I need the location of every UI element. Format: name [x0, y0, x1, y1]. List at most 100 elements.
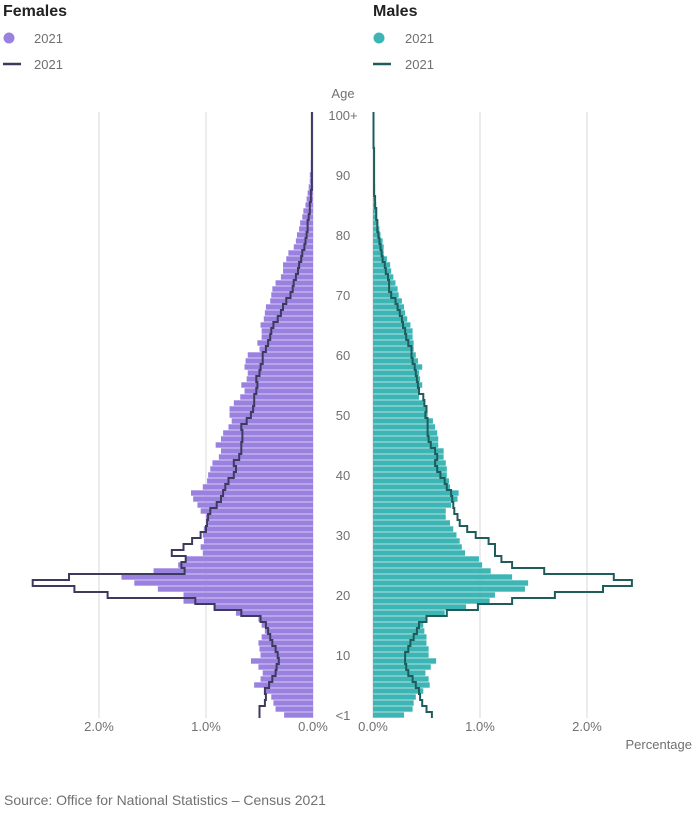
male-bar[interactable] — [373, 700, 414, 706]
female-bar[interactable] — [215, 442, 313, 448]
male-bar[interactable] — [373, 358, 418, 364]
male-bar[interactable] — [373, 496, 458, 502]
male-bar[interactable] — [373, 580, 529, 586]
male-bar[interactable] — [373, 586, 525, 592]
female-bar[interactable] — [208, 472, 313, 478]
male-bar[interactable] — [373, 352, 416, 358]
male-bar[interactable] — [373, 526, 454, 532]
male-bar[interactable] — [373, 490, 459, 496]
female-bar[interactable] — [200, 508, 313, 514]
male-bar[interactable] — [373, 256, 387, 262]
male-bar[interactable] — [373, 460, 446, 466]
females-bar-legend-marker[interactable] — [3, 32, 15, 44]
female-bar[interactable] — [247, 370, 313, 376]
female-bar[interactable] — [250, 658, 313, 664]
male-bar[interactable] — [373, 670, 426, 676]
male-bar[interactable] — [373, 640, 427, 646]
female-bar[interactable] — [296, 232, 313, 238]
male-bar[interactable] — [373, 280, 396, 286]
male-bar[interactable] — [373, 298, 402, 304]
female-bar[interactable] — [244, 364, 313, 370]
male-bar[interactable] — [373, 412, 428, 418]
male-bar[interactable] — [373, 400, 425, 406]
male-bar[interactable] — [373, 286, 398, 292]
female-bar[interactable] — [258, 664, 313, 670]
male-bar[interactable] — [373, 214, 378, 220]
female-bar[interactable] — [121, 574, 313, 580]
female-bar[interactable] — [284, 712, 313, 718]
male-bar[interactable] — [373, 364, 423, 370]
male-bar[interactable] — [373, 562, 483, 568]
female-bar[interactable] — [306, 196, 313, 202]
male-bar[interactable] — [373, 292, 399, 298]
female-bar[interactable] — [261, 634, 313, 640]
male-bar[interactable] — [373, 244, 384, 250]
female-bar[interactable] — [220, 436, 313, 442]
female-bar[interactable] — [264, 310, 313, 316]
female-bar[interactable] — [261, 334, 313, 340]
female-bar[interactable] — [223, 430, 313, 436]
male-bar[interactable] — [373, 394, 420, 400]
male-bar[interactable] — [373, 220, 379, 226]
female-bar[interactable] — [258, 640, 313, 646]
male-bar[interactable] — [373, 550, 466, 556]
male-bar[interactable] — [373, 544, 462, 550]
male-bar[interactable] — [373, 454, 444, 460]
female-bar[interactable] — [262, 670, 313, 676]
male-bar[interactable] — [373, 622, 424, 628]
female-bar[interactable] — [288, 250, 313, 256]
male-bar[interactable] — [373, 424, 436, 430]
male-bar[interactable] — [373, 238, 383, 244]
female-bar[interactable] — [185, 556, 313, 562]
female-bar[interactable] — [254, 682, 313, 688]
females-bar-legend-label[interactable]: 2021 — [34, 31, 63, 46]
males-bar-legend-marker[interactable] — [373, 32, 385, 44]
male-bar[interactable] — [373, 712, 405, 718]
male-bar[interactable] — [373, 676, 429, 682]
male-bar[interactable] — [373, 328, 413, 334]
male-bar[interactable] — [373, 340, 414, 346]
male-bar[interactable] — [373, 514, 446, 520]
male-bar[interactable] — [373, 370, 420, 376]
female-bar[interactable] — [303, 208, 313, 214]
female-bar[interactable] — [212, 460, 313, 466]
female-bar[interactable] — [203, 538, 313, 544]
female-bar[interactable] — [213, 604, 313, 610]
female-bar[interactable] — [202, 532, 313, 538]
female-bar[interactable] — [178, 562, 313, 568]
male-bar[interactable] — [373, 196, 376, 202]
female-bar[interactable] — [218, 454, 313, 460]
male-bar[interactable] — [373, 316, 408, 322]
female-bar[interactable] — [263, 316, 313, 322]
female-bar[interactable] — [270, 298, 313, 304]
female-bar[interactable] — [207, 478, 313, 484]
male-bar[interactable] — [373, 376, 421, 382]
male-bar[interactable] — [373, 568, 491, 574]
female-bar[interactable] — [244, 388, 313, 394]
female-bar[interactable] — [210, 466, 313, 472]
male-bar[interactable] — [373, 520, 451, 526]
female-bar[interactable] — [247, 352, 313, 358]
female-bar[interactable] — [241, 382, 313, 388]
male-bar[interactable] — [373, 430, 438, 436]
female-bar[interactable] — [260, 322, 313, 328]
male-bar[interactable] — [373, 418, 433, 424]
female-bar[interactable] — [203, 526, 313, 532]
male-bar[interactable] — [373, 604, 467, 610]
male-bar[interactable] — [373, 442, 439, 448]
female-bar[interactable] — [261, 622, 313, 628]
female-bar[interactable] — [202, 550, 313, 556]
female-bar[interactable] — [300, 220, 313, 226]
male-bar[interactable] — [373, 538, 460, 544]
female-bar[interactable] — [197, 502, 313, 508]
male-bar[interactable] — [373, 466, 447, 472]
female-bar[interactable] — [202, 484, 313, 490]
male-bar[interactable] — [373, 634, 427, 640]
female-bar[interactable] — [260, 676, 313, 682]
male-bar[interactable] — [373, 652, 429, 658]
female-bar[interactable] — [286, 256, 313, 262]
male-bar[interactable] — [373, 502, 452, 508]
male-bar[interactable] — [373, 694, 416, 700]
male-bar[interactable] — [373, 688, 424, 694]
female-bar[interactable] — [229, 412, 313, 418]
